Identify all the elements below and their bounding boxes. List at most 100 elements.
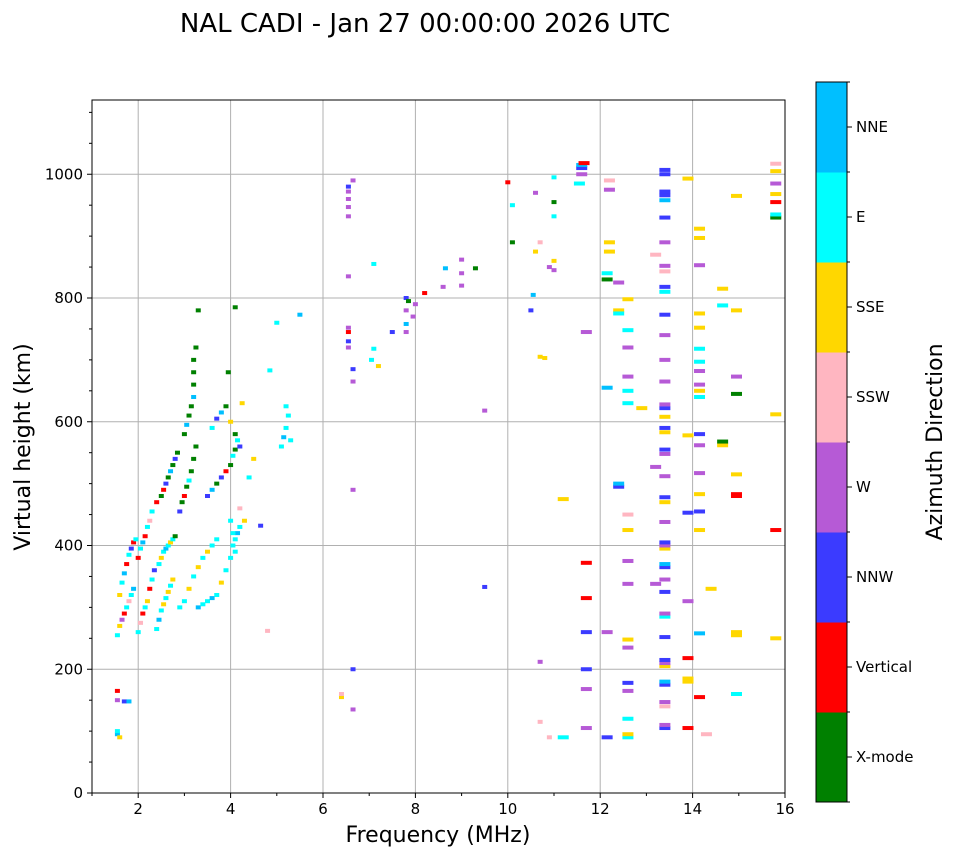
data-point: [412, 302, 418, 307]
data-point: [267, 368, 273, 373]
data-point: [239, 401, 245, 406]
x-tick-label: 10: [498, 800, 517, 818]
x-tick-label: 12: [591, 800, 610, 818]
data-point: [345, 197, 351, 201]
data-point: [223, 469, 229, 474]
data-point: [682, 176, 694, 181]
data-point: [114, 688, 120, 693]
data-point: [682, 726, 694, 731]
data-point: [232, 537, 238, 542]
data-point: [181, 432, 187, 437]
data-point: [154, 627, 160, 632]
data-point: [603, 187, 615, 192]
data-point: [345, 345, 351, 350]
data-point: [135, 630, 141, 635]
data-point: [659, 611, 671, 616]
data-point: [601, 385, 613, 390]
data-point: [209, 543, 215, 548]
data-point: [177, 509, 183, 514]
x-tick-label: 16: [775, 800, 794, 818]
data-point: [205, 494, 210, 498]
data-point: [659, 664, 671, 669]
data-point: [659, 379, 671, 384]
data-point: [205, 599, 210, 604]
data-point: [659, 289, 671, 294]
data-point: [622, 374, 634, 379]
data-point: [601, 271, 613, 276]
data-point: [265, 628, 271, 633]
data-point: [622, 732, 634, 737]
data-point: [603, 178, 615, 183]
data-point: [205, 549, 210, 554]
data-point: [622, 637, 634, 642]
data-point: [482, 408, 488, 413]
data-point: [124, 562, 130, 567]
chart-title: NAL CADI - Jan 27 00:00:00 2026 UTC: [180, 9, 670, 39]
data-point: [135, 555, 141, 560]
data-point: [682, 676, 694, 681]
data-point: [482, 584, 488, 589]
data-point: [537, 354, 543, 359]
data-point: [285, 413, 291, 418]
data-point: [682, 510, 694, 515]
data-point: [371, 261, 377, 266]
data-point: [770, 200, 782, 205]
data-point: [228, 419, 234, 424]
data-point: [551, 268, 557, 273]
data-point: [694, 382, 706, 387]
data-point: [170, 537, 176, 542]
data-point: [622, 512, 634, 517]
data-point: [650, 581, 662, 586]
data-point: [350, 707, 356, 712]
data-point: [209, 425, 215, 430]
data-point: [177, 605, 183, 610]
data-point: [622, 401, 634, 406]
data-point: [200, 602, 206, 607]
data-point: [622, 388, 634, 393]
data-point: [184, 484, 190, 489]
data-point: [114, 732, 120, 737]
y-tick-label: 800: [54, 289, 83, 307]
data-point: [179, 500, 185, 505]
data-point: [218, 580, 224, 585]
colorbar-tick-label: SSW: [856, 388, 890, 406]
data-point: [209, 487, 215, 492]
data-point: [403, 330, 409, 335]
colorbar-tick-label: NNW: [856, 568, 893, 586]
data-point: [230, 531, 236, 536]
data-point: [578, 161, 590, 166]
data-point: [533, 249, 539, 254]
data-point: [345, 339, 351, 344]
data-point: [622, 328, 634, 333]
data-point: [551, 200, 557, 205]
data-point: [705, 586, 717, 591]
data-point: [509, 240, 515, 245]
data-point: [659, 357, 671, 362]
data-point: [537, 719, 543, 724]
data-point: [193, 444, 199, 449]
data-point: [232, 447, 238, 452]
data-point: [546, 735, 552, 740]
data-point: [124, 605, 130, 610]
data-point: [191, 370, 197, 375]
data-point: [170, 577, 176, 582]
data-point: [151, 568, 157, 573]
data-point: [659, 577, 671, 582]
y-tick-label: 400: [54, 537, 83, 555]
data-point: [557, 735, 569, 740]
data-point: [237, 444, 243, 449]
data-point: [230, 543, 236, 548]
data-point: [228, 463, 234, 468]
data-point: [174, 450, 180, 455]
data-point: [694, 492, 706, 497]
data-point: [369, 357, 375, 362]
data-point: [659, 700, 671, 705]
data-point: [188, 404, 194, 409]
data-point: [200, 555, 206, 560]
data-point: [389, 330, 395, 335]
data-point: [144, 599, 150, 604]
colorbar-segment: [816, 532, 847, 623]
data-point: [551, 214, 557, 219]
data-point: [225, 370, 231, 375]
